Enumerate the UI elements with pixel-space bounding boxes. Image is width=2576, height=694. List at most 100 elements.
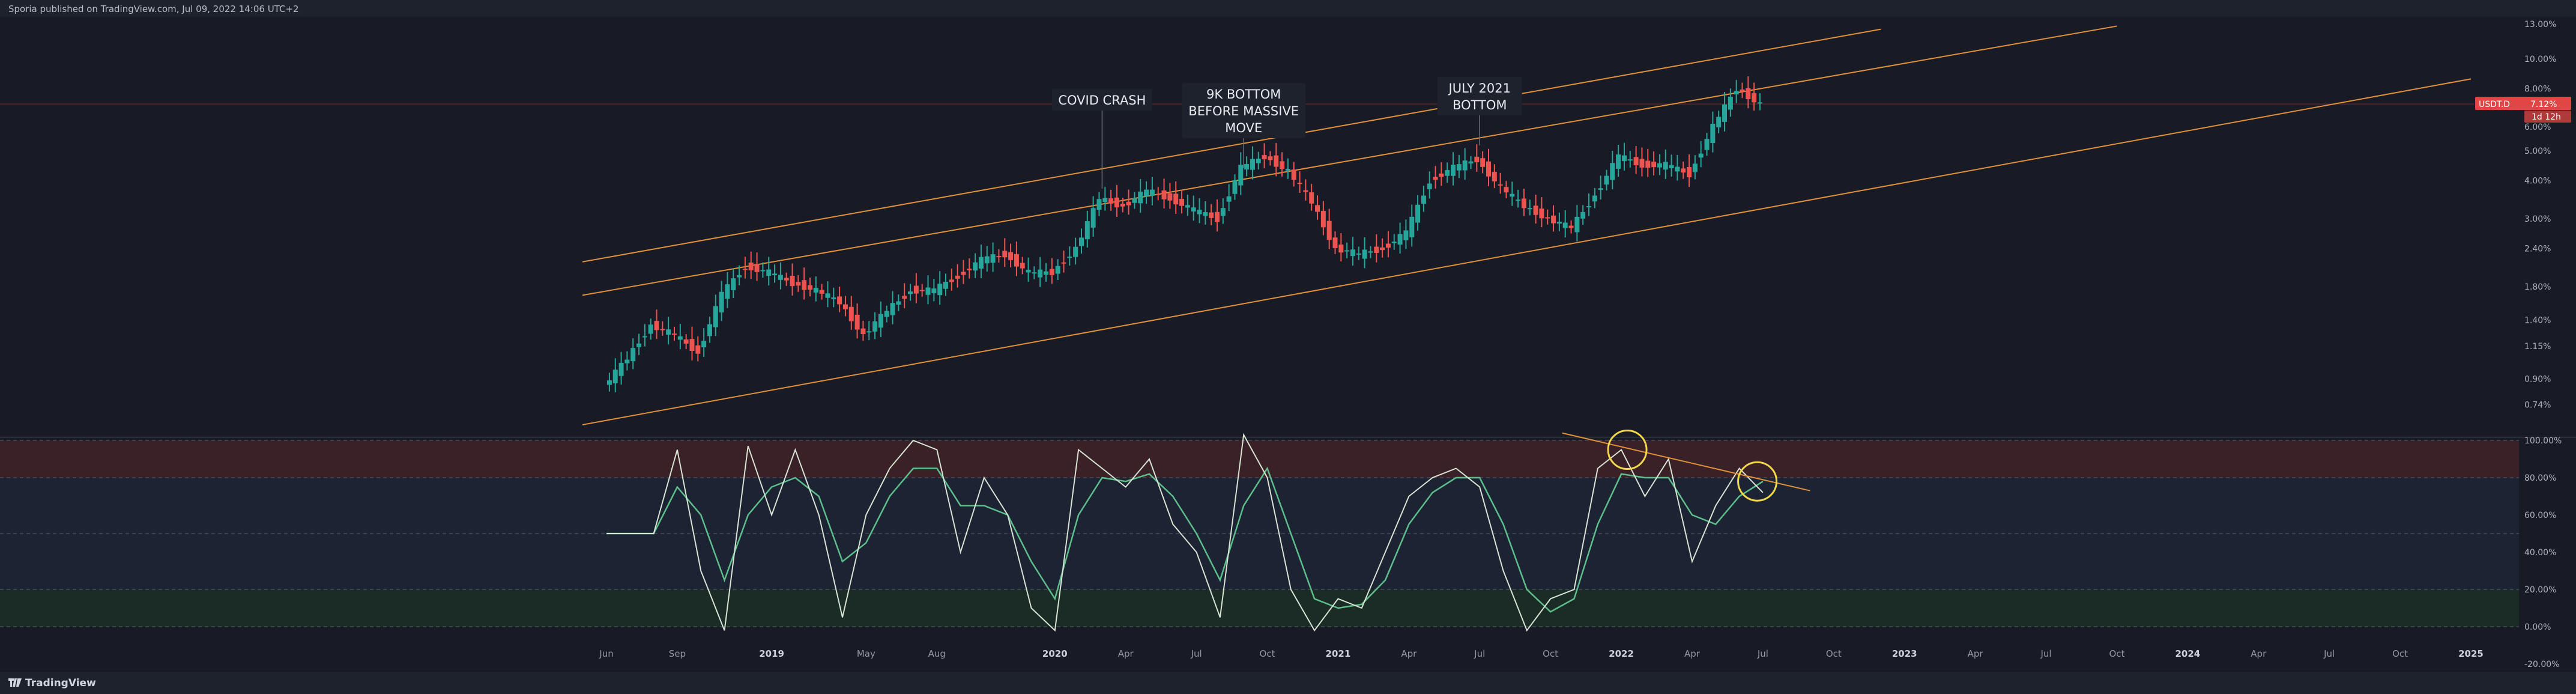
candle-body[interactable]	[671, 333, 677, 335]
candle-body[interactable]	[1350, 249, 1355, 257]
candle-body[interactable]	[742, 269, 748, 270]
candle-body[interactable]	[1504, 187, 1509, 193]
candle-body[interactable]	[1167, 193, 1173, 201]
candle-body[interactable]	[719, 291, 724, 312]
candle-body[interactable]	[1627, 159, 1633, 161]
candle-body[interactable]	[612, 370, 618, 383]
candle-body[interactable]	[1456, 164, 1462, 171]
candle-body[interactable]	[1498, 184, 1503, 186]
candle-body[interactable]	[1226, 196, 1232, 202]
candle-body[interactable]	[1598, 188, 1603, 190]
candle-body[interactable]	[1002, 251, 1008, 258]
candle-body[interactable]	[978, 257, 984, 269]
candle-body[interactable]	[884, 311, 889, 317]
candle-body[interactable]	[1445, 170, 1450, 176]
candle-body[interactable]	[1716, 117, 1722, 127]
candle-body[interactable]	[1144, 189, 1149, 197]
candle-body[interactable]	[1421, 195, 1426, 204]
candle-body[interactable]	[1728, 97, 1733, 110]
candle-body[interactable]	[1185, 205, 1190, 208]
candle-body[interactable]	[1415, 204, 1421, 223]
candle-body[interactable]	[624, 359, 630, 364]
candle-body[interactable]	[1687, 167, 1692, 178]
candle-body[interactable]	[1645, 160, 1651, 168]
candle-body[interactable]	[1746, 88, 1751, 99]
stoch-k-line[interactable]	[606, 433, 1764, 632]
candle-body[interactable]	[908, 291, 913, 294]
candle-body[interactable]	[1397, 234, 1403, 245]
candle-body[interactable]	[666, 329, 671, 335]
candle-body[interactable]	[731, 278, 736, 290]
candle-body[interactable]	[1757, 102, 1762, 104]
candle-body[interactable]	[1297, 183, 1302, 184]
annotation-box[interactable]	[1182, 83, 1306, 138]
candle-body[interactable]	[1639, 159, 1645, 168]
candle-body[interactable]	[1568, 225, 1574, 228]
candle-body[interactable]	[896, 301, 901, 305]
tradingview-logo[interactable]: TradingView	[8, 677, 96, 689]
candle-body[interactable]	[1681, 168, 1686, 173]
candle-body[interactable]	[1403, 230, 1409, 241]
candle-body[interactable]	[1044, 271, 1049, 275]
candle-body[interactable]	[1138, 191, 1143, 204]
candle-body[interactable]	[1362, 249, 1367, 259]
candle-body[interactable]	[1055, 266, 1060, 274]
candle-body[interactable]	[660, 329, 665, 330]
candle-body[interactable]	[1132, 198, 1137, 203]
candle-body[interactable]	[1203, 212, 1208, 216]
candle-body[interactable]	[1556, 222, 1562, 224]
candle-body[interactable]	[1356, 253, 1361, 255]
candle-body[interactable]	[1161, 190, 1167, 199]
candle-body[interactable]	[713, 306, 718, 327]
candle-body[interactable]	[866, 331, 872, 333]
candle-body[interactable]	[677, 336, 683, 340]
candle-body[interactable]	[1274, 155, 1279, 167]
candle-body[interactable]	[689, 339, 695, 352]
candle-body[interactable]	[1592, 195, 1597, 202]
candle-body[interactable]	[1616, 154, 1621, 169]
candle-body[interactable]	[1262, 155, 1267, 159]
candle-body[interactable]	[784, 278, 789, 281]
candle-body[interactable]	[1486, 161, 1491, 177]
candle-body[interactable]	[1026, 269, 1031, 273]
candle-body[interactable]	[630, 348, 636, 362]
candle-body[interactable]	[1320, 210, 1326, 228]
candle-body[interactable]	[1510, 193, 1515, 197]
candle-body[interactable]	[1238, 165, 1244, 186]
annotation-box[interactable]	[1437, 77, 1522, 115]
candle-body[interactable]	[1244, 163, 1250, 170]
candle-body[interactable]	[1474, 156, 1480, 163]
candle-body[interactable]	[1173, 193, 1179, 205]
candle-body[interactable]	[1704, 139, 1710, 150]
candle-body[interactable]	[825, 293, 830, 298]
candle-body[interactable]	[1309, 192, 1314, 204]
candle-body[interactable]	[1332, 237, 1338, 248]
candle-body[interactable]	[1610, 163, 1615, 180]
candle-body[interactable]	[1120, 204, 1125, 207]
candle-body[interactable]	[961, 272, 966, 275]
candle-body[interactable]	[1734, 91, 1739, 95]
candle-body[interactable]	[872, 321, 878, 332]
candle-body[interactable]	[1722, 104, 1728, 122]
candle-body[interactable]	[1451, 165, 1456, 176]
candle-body[interactable]	[1197, 210, 1202, 215]
candle-body[interactable]	[760, 270, 766, 272]
candle-body[interactable]	[1462, 160, 1468, 171]
candle-body[interactable]	[1539, 209, 1544, 219]
candle-body[interactable]	[636, 343, 642, 347]
candle-body[interactable]	[1049, 269, 1054, 275]
candle-body[interactable]	[618, 362, 624, 376]
candle-body[interactable]	[1090, 208, 1096, 228]
candle-body[interactable]	[648, 324, 653, 334]
candle-body[interactable]	[1368, 251, 1373, 253]
candle-body[interactable]	[837, 296, 842, 305]
candle-body[interactable]	[913, 285, 919, 294]
candle-body[interactable]	[813, 287, 818, 293]
candle-body[interactable]	[854, 314, 860, 330]
candle-body[interactable]	[1061, 262, 1066, 264]
candle-body[interactable]	[819, 290, 824, 294]
candle-body[interactable]	[748, 262, 754, 270]
candle-body[interactable]	[1675, 166, 1680, 172]
candle-body[interactable]	[1280, 161, 1285, 169]
channel-line-1[interactable]	[582, 28, 1881, 263]
